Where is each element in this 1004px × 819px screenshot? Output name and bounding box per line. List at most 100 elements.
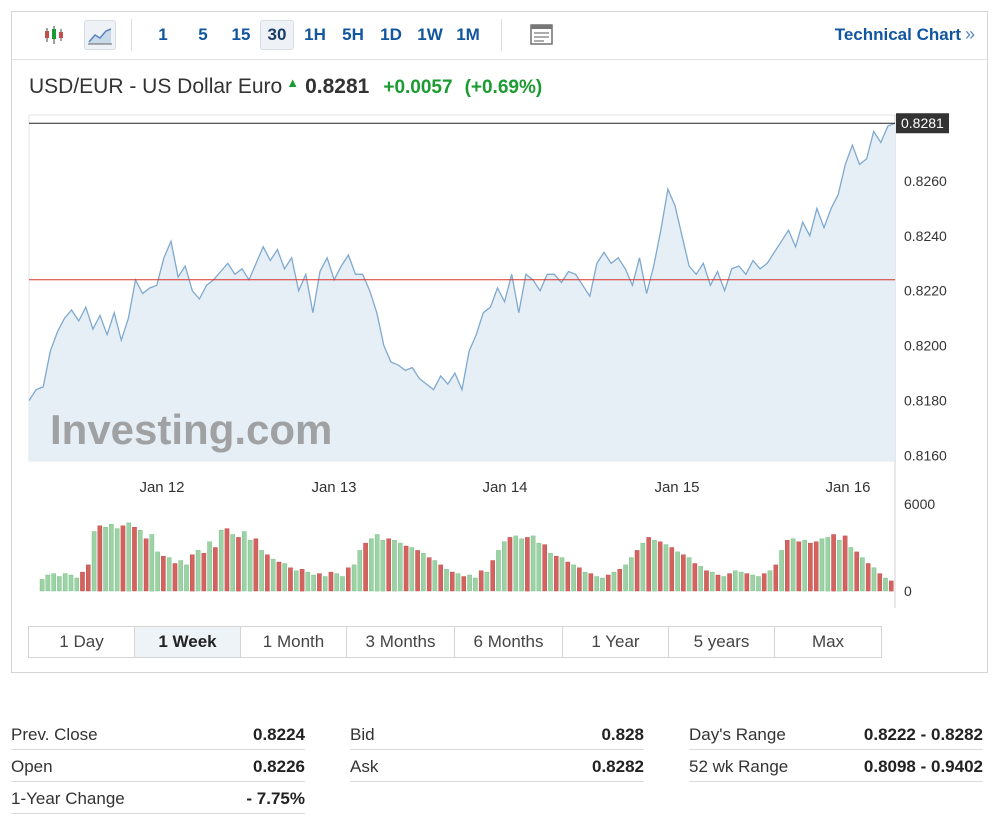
volume-tick-label: 0 [904,583,912,599]
volume-bar [224,528,230,592]
volume-bar [415,550,420,592]
volume-bar [201,553,207,592]
volume-bar [663,544,669,592]
volume-bar [756,576,761,592]
price-area [29,123,895,461]
area-chart-icon[interactable] [84,20,116,50]
interval-1h[interactable]: 1H [304,25,326,44]
stat-label: Ask [350,757,379,776]
volume-bar [62,573,68,592]
volume-bar [311,574,316,592]
volume-bar [767,570,773,592]
volume-bar [848,547,854,592]
range-1-day[interactable]: 1 Day [29,627,135,657]
stat-row: Day's Range 0.8222 - 0.8282 [689,722,983,750]
volume-bar [172,563,178,592]
price-change-percent: (+0.69%) [464,77,543,98]
range-6-months[interactable]: 6 Months [455,627,563,657]
range-1-year[interactable]: 1 Year [563,627,669,657]
x-tick-label: Jan 12 [139,479,184,496]
interval-15[interactable]: 15 [231,25,251,44]
stat-row: Open 0.8226 [11,754,305,782]
volume-bar [438,564,443,592]
volume-bar [218,529,224,592]
interval-30[interactable]: 30 [260,20,294,50]
volume-bar [484,571,490,592]
stat-value: 0.8226 [253,757,305,776]
volume-bar [114,528,120,592]
volume-bar [340,576,345,592]
table-icon[interactable] [526,20,558,50]
price-change: +0.0057 [383,77,453,98]
volume-bar [369,538,374,592]
volume-bar [883,577,888,592]
volume-bar [542,544,547,592]
technical-chart-link[interactable]: Technical Chart» [835,24,975,45]
volume-bar [837,540,842,592]
volume-bar [137,529,143,592]
volume-bar [773,564,779,592]
volume-bar [253,538,259,592]
volume-bar [669,547,675,592]
volume-bar [85,564,91,592]
volume-bar [727,573,732,592]
interval-1[interactable]: 1 [158,25,168,44]
volume-bar [421,553,426,592]
volume-bar [657,541,663,592]
last-price-badge-label: 0.8281 [901,115,944,131]
volume-bar [432,560,438,592]
stat-row: Prev. Close 0.8224 [11,722,305,750]
volume-bar [502,541,507,592]
volume-bar [74,577,80,592]
volume-bar [813,541,819,592]
volume-bar [97,525,103,592]
volume-bar [68,574,74,592]
interval-1d[interactable]: 1D [380,25,402,44]
volume-bar [357,550,363,592]
interval-1m[interactable]: 1M [456,25,480,44]
range-max[interactable]: Max [811,632,845,651]
volume-bar [155,551,160,592]
x-tick-label: Jan 13 [311,479,356,496]
interval-5h[interactable]: 5H [342,25,364,44]
volume-bar [785,540,790,592]
volume-bar [490,560,495,592]
volume-bar [634,550,640,592]
volume-bar [889,580,894,592]
stat-value: 0.8222 - 0.8282 [863,725,983,744]
stat-label: Open [11,757,53,776]
volume-bar [525,537,530,592]
volume-bar [45,574,51,592]
double-chevron-right-icon: » [964,24,975,44]
volume-bar [322,576,328,592]
interval-1w[interactable]: 1W [417,25,443,44]
range-5-years[interactable]: 5 years [669,627,775,657]
range-1-month[interactable]: 1 Month [241,627,347,657]
price-chart[interactable]: Investing.com 0.8281 0.8260 0.8240 0.8220 0.8… [12,12,987,622]
volume-bar [652,540,657,592]
x-tick-label: Jan 14 [482,479,527,496]
volume-bar [646,537,651,592]
volume-bar [536,542,542,592]
volume-bar [467,574,472,592]
time-range-selector: 1 Day 1 Week 1 Month 3 Months 6 Months 1 Year… [28,626,882,658]
volume-bar [617,569,623,592]
interval-5[interactable]: 5 [198,25,208,44]
volume-bar [178,560,183,592]
candlestick-icon[interactable] [38,20,70,50]
stat-label: Day's Range [689,725,786,744]
volume-bar [865,563,871,592]
last-price: 0.8281 [305,75,370,98]
volume-bar [715,574,721,592]
range-3-months[interactable]: 3 Months [347,627,455,657]
range-1-week[interactable]: 1 Week [135,627,241,657]
volume-bar [403,545,409,592]
volume-bar [398,542,403,592]
volume-bar [91,531,97,592]
volume-bar [842,535,848,592]
volume-bar [825,537,831,592]
stat-value: 0.8282 [592,757,644,776]
volume-bar [374,534,380,592]
volume-bar [582,571,588,592]
chart-widget: 1 5 15 30 1H 5H 1D 1W 1M Technical Chart» USD/EU… [11,11,988,673]
